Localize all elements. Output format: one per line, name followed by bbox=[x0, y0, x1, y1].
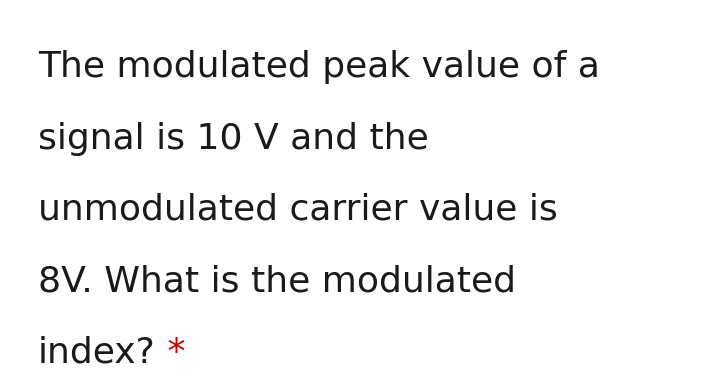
Text: unmodulated carrier value is: unmodulated carrier value is bbox=[38, 193, 558, 227]
Text: The modulated peak value of a: The modulated peak value of a bbox=[38, 50, 600, 84]
Text: *: * bbox=[155, 336, 185, 370]
Text: index?: index? bbox=[38, 336, 155, 370]
Text: signal is 10 V and the: signal is 10 V and the bbox=[38, 122, 428, 156]
Text: 8V. What is the modulated: 8V. What is the modulated bbox=[38, 264, 515, 298]
